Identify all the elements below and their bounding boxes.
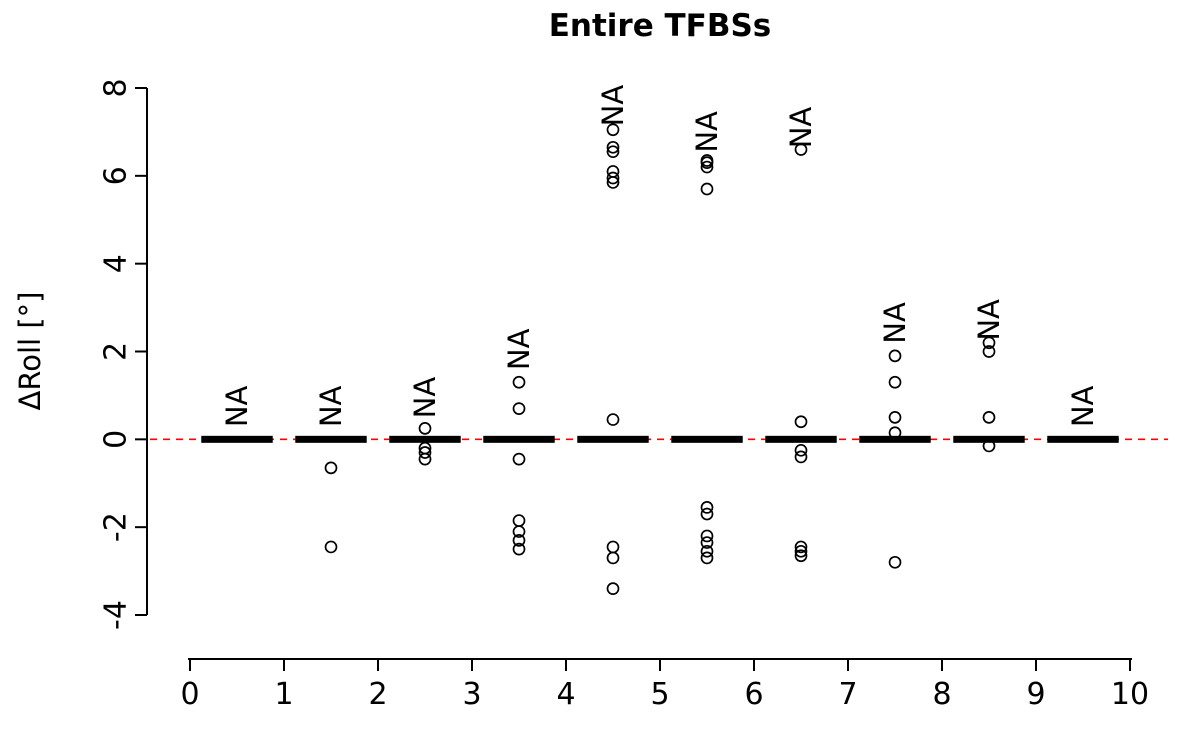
- outlier-point: [888, 349, 902, 363]
- outlier-point: [700, 182, 714, 196]
- outlier-point: [794, 540, 808, 554]
- outlier-point: [512, 375, 526, 389]
- boxplot-box: [859, 435, 931, 443]
- outlier-point: [606, 413, 620, 426]
- outlier-point: [324, 540, 338, 554]
- boxplot-box: [671, 435, 743, 443]
- outlier-point: [888, 411, 902, 424]
- y-tick-label: -2: [99, 512, 134, 542]
- y-tick-label: 4: [99, 254, 134, 273]
- boxplot-box: [295, 435, 367, 443]
- outlier-point: [512, 402, 526, 415]
- outlier-point: [888, 555, 902, 569]
- outlier-point: [700, 156, 714, 170]
- outlier-point: [700, 507, 714, 521]
- outlier-point: [982, 336, 996, 350]
- boxplot-box: [483, 435, 555, 443]
- boxplot-box: [389, 435, 461, 443]
- outlier-point: [794, 450, 808, 464]
- outlier-point: [700, 551, 714, 565]
- outlier-point: [982, 439, 996, 453]
- na-label: NA: [1066, 385, 1100, 427]
- outlier-point: [700, 536, 714, 549]
- boxplot-box: [577, 435, 649, 443]
- y-tick-label: 6: [99, 166, 134, 185]
- x-tick-label: 10: [1111, 677, 1149, 712]
- outlier-point: [794, 143, 808, 156]
- chart-title: Entire TFBSs: [549, 8, 772, 44]
- outlier-point: [418, 422, 432, 435]
- na-label: NA: [690, 111, 724, 153]
- outlier-point: [606, 140, 620, 154]
- outlier-point: [418, 452, 432, 466]
- y-tick-label: 2: [99, 342, 134, 361]
- outlier-point: [606, 540, 620, 554]
- data-layer: NA NA NA NA NA NA NA NA NA NA: [150, 85, 1168, 596]
- outlier-point: [606, 171, 620, 185]
- na-label: NA: [220, 385, 254, 427]
- outlier-point: [794, 544, 808, 558]
- boxplot-box: [765, 435, 837, 443]
- outlier-point: [700, 529, 714, 543]
- x-tick-label: 0: [180, 677, 199, 712]
- x-tick-label: 3: [462, 677, 481, 712]
- outlier-point: [700, 160, 714, 174]
- outlier-point: [982, 345, 996, 358]
- outlier-point: [606, 176, 620, 189]
- x-tick-label: 6: [744, 677, 763, 712]
- x-tick-label: 2: [368, 677, 387, 712]
- outlier-point: [888, 426, 902, 440]
- outlier-point: [606, 582, 620, 596]
- outlier-point: [794, 549, 808, 563]
- y-tick-label: -4: [99, 600, 134, 630]
- outlier-point: [512, 533, 526, 547]
- outlier-point: [512, 525, 526, 538]
- na-label: NA: [408, 377, 442, 419]
- boxplot-box: [201, 435, 273, 443]
- outlier-point: [606, 123, 620, 137]
- outlier-point: [982, 411, 996, 424]
- outlier-point: [324, 461, 338, 475]
- outlier-point: [700, 544, 714, 558]
- outlier-point: [512, 452, 526, 466]
- y-tick-label: 0: [99, 430, 134, 449]
- na-label: NA: [972, 299, 1006, 341]
- outlier-point: [888, 375, 902, 389]
- axes-layer: -4 -2 0 2 4 6 8 0 1 2 3 4 5 6 7 8 9 10: [99, 78, 1150, 712]
- outlier-point: [606, 551, 620, 565]
- boxplot-box: [1047, 435, 1119, 443]
- x-tick-label: 1: [274, 677, 293, 712]
- outlier-point: [794, 415, 808, 429]
- outlier-point: [794, 443, 808, 457]
- boxplot-box: [953, 435, 1025, 443]
- outlier-point: [418, 446, 432, 459]
- outlier-point: [606, 145, 620, 159]
- na-label: NA: [314, 385, 348, 427]
- na-label: NA: [596, 85, 630, 127]
- x-tick-label: 7: [838, 677, 857, 712]
- x-tick-label: 5: [650, 677, 669, 712]
- na-label: NA: [502, 328, 536, 370]
- y-axis-label: ΔRoll [°]: [13, 292, 47, 411]
- x-tick-label: 8: [932, 677, 951, 712]
- outlier-point: [512, 514, 526, 527]
- na-label: NA: [784, 107, 818, 149]
- outlier-point: [700, 501, 714, 514]
- x-tick-label: 9: [1026, 677, 1045, 712]
- outlier-point: [512, 542, 526, 556]
- na-label: NA: [878, 302, 912, 344]
- y-tick-label: 8: [99, 78, 134, 97]
- x-tick-label: 4: [556, 677, 575, 712]
